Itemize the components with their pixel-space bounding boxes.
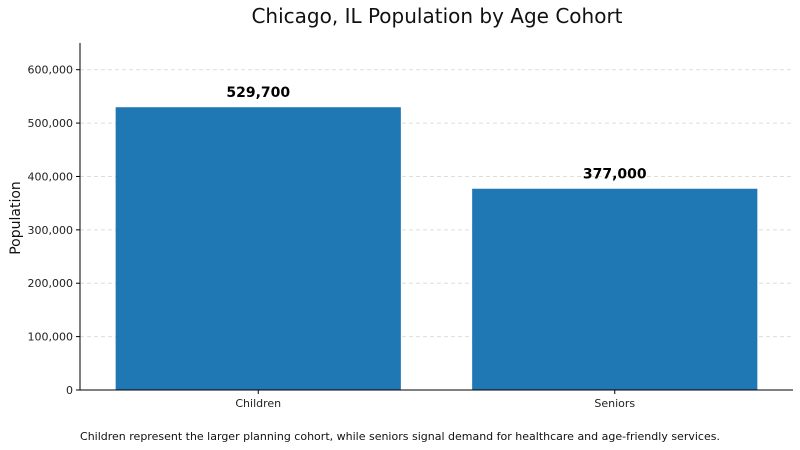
- y-tick-label: 100,000: [28, 331, 74, 344]
- y-tick-label: 0: [66, 384, 73, 397]
- y-axis-ticks: 0 100,000 200,000 300,000 400,000 500,000 600,…: [28, 64, 80, 397]
- bar-children: [115, 107, 401, 391]
- y-tick-label: 200,000: [28, 277, 74, 290]
- bar-seniors: [472, 188, 758, 390]
- x-tick-label-seniors: Seniors: [594, 397, 635, 410]
- data-labels: 529,700 377,000: [226, 85, 647, 183]
- chart-title: Chicago, IL Population by Age Cohort: [251, 4, 622, 28]
- x-axis-ticks: Children Seniors: [235, 390, 635, 410]
- y-tick-label: 600,000: [28, 64, 74, 77]
- bars: [115, 107, 758, 391]
- y-axis-label: Population: [8, 181, 24, 255]
- data-label-seniors: 377,000: [583, 167, 647, 183]
- data-label-children: 529,700: [226, 85, 290, 101]
- x-tick-label-children: Children: [235, 397, 281, 410]
- y-tick-label: 500,000: [28, 117, 74, 130]
- chart-caption: Children represent the larger planning c…: [80, 430, 720, 443]
- y-tick-label: 300,000: [28, 224, 74, 237]
- y-tick-label: 400,000: [28, 170, 74, 183]
